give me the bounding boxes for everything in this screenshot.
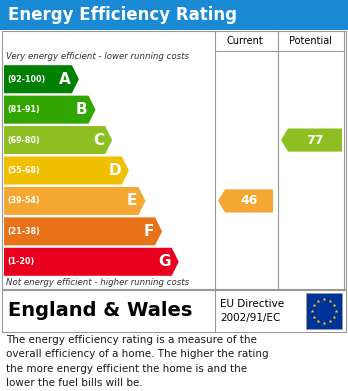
Polygon shape — [4, 65, 79, 93]
Polygon shape — [4, 217, 162, 246]
Polygon shape — [4, 248, 179, 276]
Text: Very energy efficient - lower running costs: Very energy efficient - lower running co… — [6, 52, 189, 61]
Text: A: A — [59, 72, 71, 87]
Text: 77: 77 — [306, 134, 324, 147]
Text: England & Wales: England & Wales — [8, 301, 192, 321]
Polygon shape — [218, 189, 273, 212]
Text: Potential: Potential — [290, 36, 332, 46]
Text: (69-80): (69-80) — [7, 136, 40, 145]
Bar — [2, 290, 346, 332]
Bar — [0, 0, 348, 30]
Text: (81-91): (81-91) — [7, 105, 40, 114]
Text: E: E — [127, 194, 137, 208]
Text: (1-20): (1-20) — [7, 257, 34, 266]
Text: Not energy efficient - higher running costs: Not energy efficient - higher running co… — [6, 278, 189, 287]
Polygon shape — [4, 187, 145, 215]
Polygon shape — [281, 129, 342, 152]
Text: (92-100): (92-100) — [7, 75, 45, 84]
Text: (21-38): (21-38) — [7, 227, 40, 236]
Text: C: C — [93, 133, 104, 147]
Text: G: G — [158, 254, 171, 269]
Text: (55-68): (55-68) — [7, 166, 40, 175]
Polygon shape — [4, 126, 112, 154]
Text: The energy efficiency rating is a measure of the
overall efficiency of a home. T: The energy efficiency rating is a measur… — [6, 335, 269, 388]
Text: D: D — [108, 163, 121, 178]
Bar — [2, 31, 346, 289]
Text: 46: 46 — [240, 194, 258, 208]
Text: (39-54): (39-54) — [7, 196, 40, 205]
Text: EU Directive
2002/91/EC: EU Directive 2002/91/EC — [220, 299, 284, 323]
Polygon shape — [4, 156, 129, 185]
Text: F: F — [144, 224, 154, 239]
Bar — [306, 293, 342, 329]
Text: B: B — [76, 102, 87, 117]
Polygon shape — [4, 96, 95, 124]
Text: Energy Efficiency Rating: Energy Efficiency Rating — [8, 6, 237, 24]
Text: Current: Current — [227, 36, 263, 46]
